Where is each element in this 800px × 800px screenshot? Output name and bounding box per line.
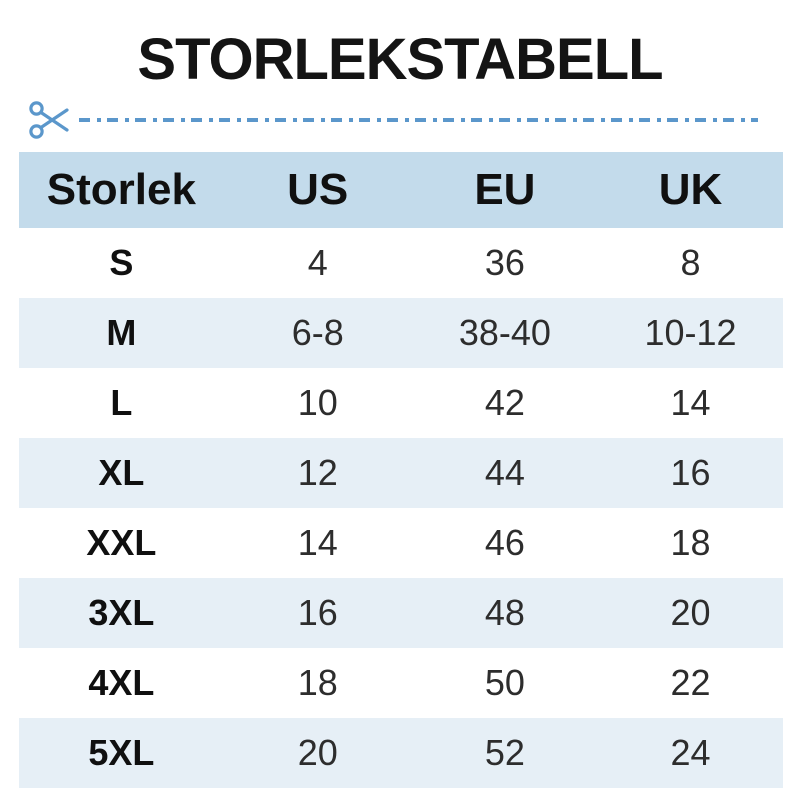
size-cell: L: [110, 382, 133, 423]
table-row: 3XL 16 48 20: [19, 578, 783, 648]
us-value-cell: 4: [307, 242, 328, 283]
col-header-us: US: [223, 152, 412, 228]
table-body: S 4 36 8 M 6-8 38-40 10-12 L 10 42 14 XL…: [19, 228, 783, 788]
us-value-cell: 14: [297, 522, 338, 563]
eu-value-cell: 36: [484, 242, 525, 283]
table-row: 4XL 18 50 22: [19, 648, 783, 718]
size-cell: M: [106, 312, 137, 353]
size-table: Storlek US EU UK S 4 36 8 M 6-8 38-40 10…: [19, 152, 783, 788]
us-value-cell: 12: [297, 452, 338, 493]
eu-value-cell: 38-40: [458, 312, 551, 353]
us-value-cell: 20: [297, 732, 338, 773]
us-value-cell: 18: [297, 662, 338, 703]
uk-value-cell: 14: [670, 382, 711, 423]
size-cell: 4XL: [88, 662, 155, 703]
eu-value-cell: 46: [484, 522, 525, 563]
uk-value-cell: 18: [670, 522, 711, 563]
size-cell: 3XL: [88, 592, 155, 633]
page-title: STORLEKSTABELL: [137, 27, 663, 92]
eu-value-cell: 42: [484, 382, 525, 423]
table-row: S 4 36 8: [19, 228, 783, 298]
col-header-eu: EU: [411, 152, 599, 228]
eu-value-cell: 50: [484, 662, 525, 703]
table-row: L 10 42 14: [19, 368, 783, 438]
table-row: 5XL 20 52 24: [19, 718, 783, 788]
eu-value-cell: 48: [484, 592, 525, 633]
table-header-row: Storlek US EU UK: [19, 152, 783, 228]
table-row: XXL 14 46 18: [19, 508, 783, 578]
scissors-icon: [29, 101, 69, 139]
table-row: XL 12 44 16: [19, 438, 783, 508]
uk-value-cell: 16: [670, 452, 711, 493]
dash-dot-line: [79, 118, 758, 122]
size-cell: 5XL: [88, 732, 155, 773]
uk-value-cell: 22: [670, 662, 711, 703]
col-header-storlek: Storlek: [19, 152, 224, 228]
cut-line: [28, 98, 758, 142]
size-cell: XL: [98, 452, 145, 493]
uk-value-cell: 20: [670, 592, 711, 633]
col-header-uk: UK: [598, 152, 783, 228]
uk-value-cell: 8: [680, 242, 701, 283]
size-cell: S: [109, 242, 134, 283]
eu-value-cell: 52: [484, 732, 525, 773]
us-value-cell: 16: [297, 592, 338, 633]
us-value-cell: 6-8: [291, 312, 344, 353]
eu-value-cell: 44: [484, 452, 525, 493]
uk-value-cell: 10-12: [644, 312, 737, 353]
table-row: M 6-8 38-40 10-12: [19, 298, 783, 368]
size-cell: XXL: [86, 522, 157, 563]
uk-value-cell: 24: [670, 732, 711, 773]
us-value-cell: 10: [297, 382, 338, 423]
